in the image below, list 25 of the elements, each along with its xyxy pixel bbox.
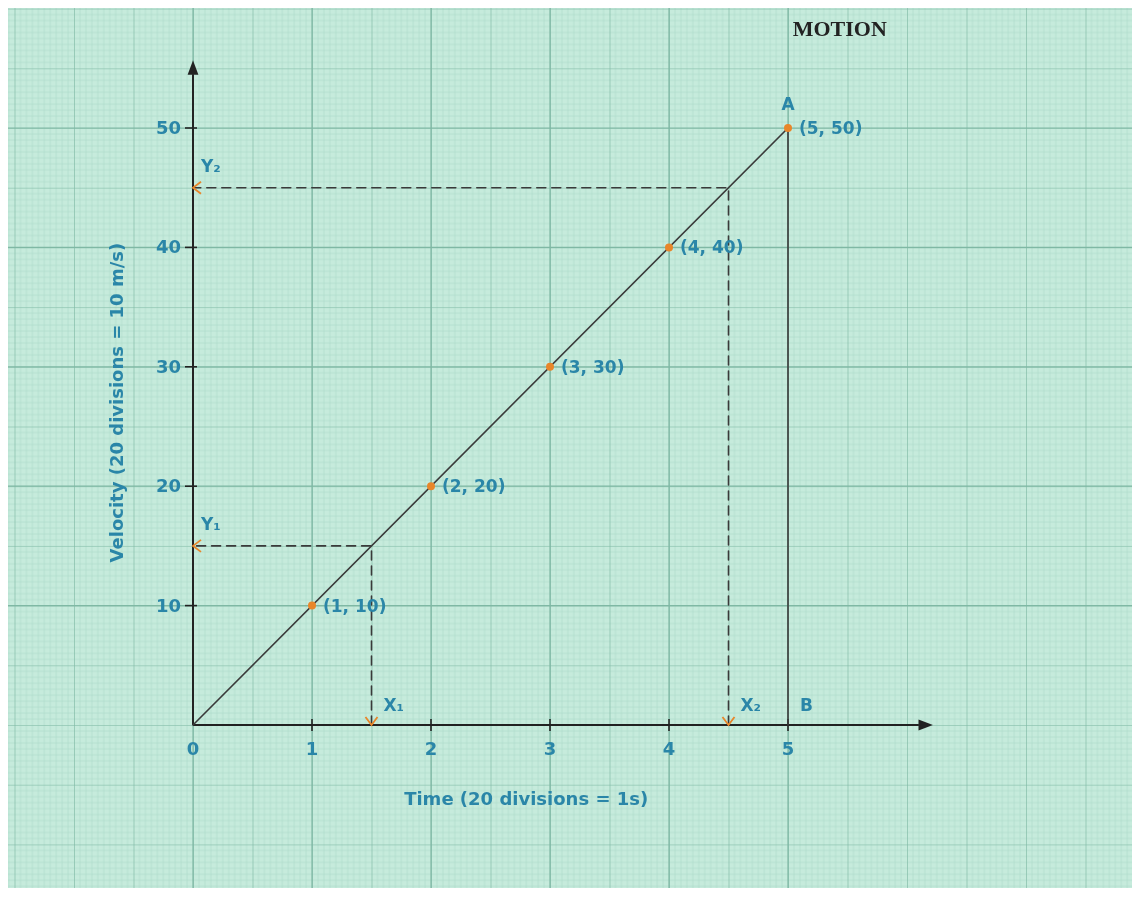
annotation: Y₁ xyxy=(200,513,221,534)
x-tick-label: 0 xyxy=(186,738,200,759)
annotation: Y₂ xyxy=(200,155,221,176)
x-tick-label: 3 xyxy=(543,738,557,759)
data-label: (1, 10) xyxy=(323,595,387,616)
y-axis-title: Velocity (20 divisions = 10 m/s) xyxy=(106,242,127,563)
y-tick-label: 10 xyxy=(155,594,181,616)
data-label: (2, 20) xyxy=(442,476,506,497)
x-tick-label: 5 xyxy=(781,738,795,759)
y-tick-label: 20 xyxy=(155,475,181,497)
annotation: A xyxy=(781,94,796,114)
data-label: (4, 40) xyxy=(680,237,744,258)
annotation: X₂ xyxy=(740,695,762,715)
y-tick-label: 30 xyxy=(155,355,181,377)
x-axis-title: Time (20 divisions = 1s) xyxy=(404,788,649,809)
data-label: (3, 30) xyxy=(561,356,625,377)
x-tick-label: 2 xyxy=(424,738,438,759)
annotation: X₁ xyxy=(383,695,405,715)
chart-title: MOTION xyxy=(792,16,887,41)
y-tick-label: 50 xyxy=(155,117,181,138)
x-tick-label: 4 xyxy=(662,738,676,759)
data-label: (5, 50) xyxy=(799,118,863,138)
x-tick-label: 1 xyxy=(305,738,319,759)
y-tick-label: 40 xyxy=(155,236,181,258)
annotation: B xyxy=(800,695,813,715)
